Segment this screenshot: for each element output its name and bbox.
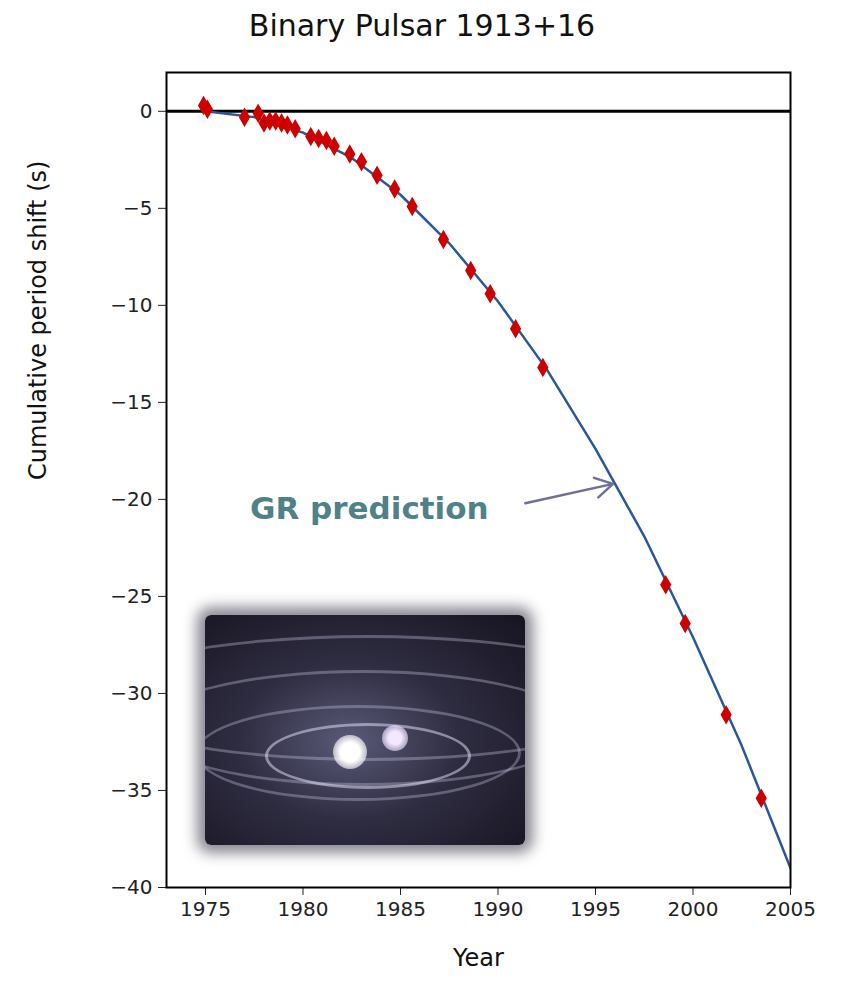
- svg-text:1990: 1990: [473, 897, 524, 921]
- svg-text:−40: −40: [110, 875, 152, 899]
- svg-text:Cumulative period shift (s): Cumulative period shift (s): [24, 161, 52, 480]
- svg-text:2000: 2000: [668, 897, 719, 921]
- svg-text:−25: −25: [110, 584, 152, 608]
- svg-text:−35: −35: [110, 778, 152, 802]
- svg-text:1980: 1980: [278, 897, 329, 921]
- svg-text:1985: 1985: [375, 897, 426, 921]
- svg-text:GR prediction: GR prediction: [250, 490, 489, 526]
- svg-text:−30: −30: [110, 681, 152, 705]
- svg-text:−10: −10: [110, 293, 152, 317]
- svg-text:−20: −20: [110, 487, 152, 511]
- svg-text:1995: 1995: [570, 897, 621, 921]
- svg-text:−15: −15: [110, 390, 152, 414]
- svg-text:0: 0: [140, 99, 153, 123]
- svg-text:−5: −5: [123, 196, 152, 220]
- svg-text:2005: 2005: [765, 897, 816, 921]
- html-text:Binary Pulsar 1913+16: Binary Pulsar 1913+16: [248, 8, 596, 43]
- svg-text:Year: Year: [452, 944, 504, 972]
- svg-text:1975: 1975: [180, 897, 231, 921]
